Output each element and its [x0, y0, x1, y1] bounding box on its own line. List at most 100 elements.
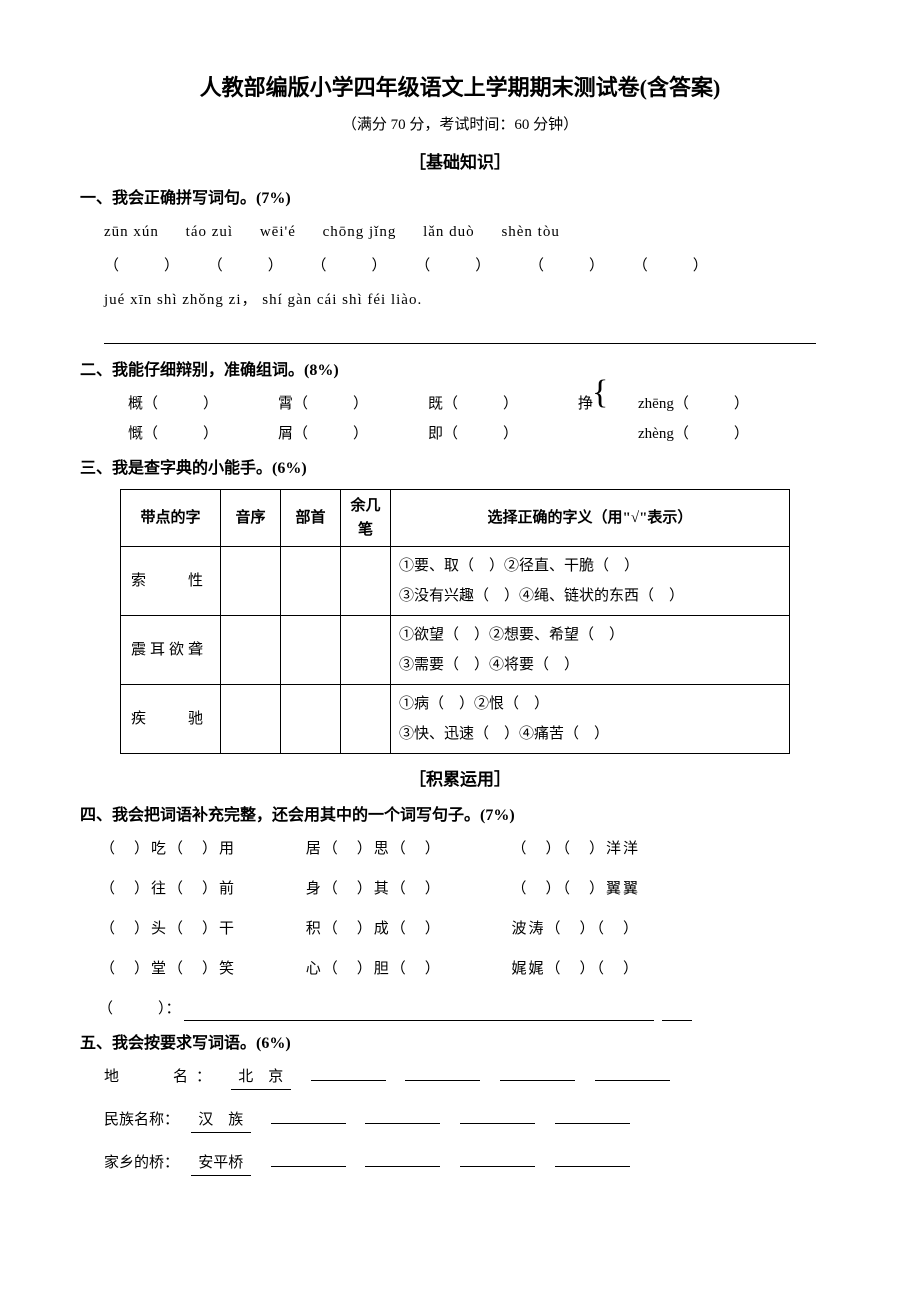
idiom[interactable]: 居（ ）思（ ）	[306, 837, 506, 861]
cell-blank[interactable]	[281, 616, 341, 685]
document-title: 人教部编版小学四年级语文上学期期末测试卷(含答案)	[80, 70, 840, 105]
q1-title: 一、我会正确拼写词句。(7%)	[80, 186, 840, 212]
idiom-row-2: （ ）往（ ）前 身（ ）其（ ） （ ）（ ）翼翼	[100, 877, 840, 901]
q1-answer-line[interactable]	[104, 326, 816, 344]
q5-example-2: 汉 族	[191, 1108, 251, 1133]
blank-input[interactable]	[500, 1065, 575, 1081]
q2-zheng-char: 挣	[578, 396, 593, 412]
paren-close: ）	[353, 426, 368, 442]
q2-row-1: 概（ ） 霄（ ） 既（ ） 挣 { zhēng（ ）	[128, 392, 840, 416]
q5-label-1: 地 名：	[104, 1065, 219, 1089]
q1-paren-row: （ ） （ ） （ ） （ ） （ ） （ ）	[104, 254, 840, 278]
th-word: 带点的字	[121, 490, 221, 547]
blank-input[interactable]	[365, 1108, 440, 1124]
blank-input[interactable]	[555, 1151, 630, 1167]
paren-close: ）	[503, 396, 518, 412]
q3-title: 三、我是查字典的小能手。(6%)	[80, 456, 840, 482]
idiom-row-1: （ ）吃（ ）用 居（ ）思（ ） （ ）（ ）洋洋	[100, 837, 840, 861]
q2-char-ji1: 既（	[428, 396, 458, 412]
idiom[interactable]: 积（ ）成（ ）	[306, 917, 506, 941]
idiom[interactable]: 心（ ）胆（ ）	[306, 957, 506, 981]
th-meaning: 选择正确的字义（用"√"表示）	[391, 490, 790, 547]
cell-blank[interactable]	[221, 685, 281, 754]
idiom[interactable]: （ ）往（ ）前	[100, 877, 300, 901]
cell-blank[interactable]	[341, 616, 391, 685]
idiom[interactable]: （ ）（ ）翼翼	[512, 877, 641, 901]
cell-word-1: 索 性	[121, 547, 221, 616]
idiom-row-4: （ ）堂（ ）笑 心（ ）胆（ ） 娓娓（ ）（ ）	[100, 957, 840, 981]
blank-input[interactable]	[271, 1151, 346, 1167]
sentence-prefix: （ ）：	[98, 1001, 181, 1017]
table-header-row: 带点的字 音序 部首 余几笔 选择正确的字义（用"√"表示）	[121, 490, 790, 547]
idiom[interactable]: （ ）堂（ ）笑	[100, 957, 300, 981]
pinyin-1: zūn xún	[104, 224, 159, 240]
cell-blank[interactable]	[281, 547, 341, 616]
table-row: 震耳欲聋 ①欲望（ ）②想要、希望（ ）③需要（ ）④将要（ ）	[121, 616, 790, 685]
q1-pinyin-row: zūn xún táo zuì wēi'é chōng jǐng lǎn duò…	[104, 220, 840, 244]
table-row: 疾 驰 ①病（ ）②恨（ ）③快、迅速（ ）④痛苦（ ）	[121, 685, 790, 754]
pinyin-2: táo zuì	[186, 224, 233, 240]
cell-blank[interactable]	[281, 685, 341, 754]
q1-sentence-pinyin: jué xīn shì zhǒng zi， shí gàn cái shì fé…	[104, 288, 840, 312]
table-row: 索 性 ①要、取（ ）②径直、干脆（ ）③没有兴趣（ ）④绳、链状的东西（ ）	[121, 547, 790, 616]
blank-input[interactable]	[271, 1108, 346, 1124]
q5-label-3: 家乡的桥：	[104, 1155, 179, 1171]
q2-char-xie: 屑（	[278, 426, 308, 442]
q5-example-1: 北 京	[231, 1065, 291, 1090]
q5-title: 五、我会按要求写词语。(6%)	[80, 1031, 840, 1057]
idiom[interactable]: （ ）（ ）洋洋	[512, 837, 641, 861]
dictionary-table: 带点的字 音序 部首 余几笔 选择正确的字义（用"√"表示） 索 性 ①要、取（…	[120, 489, 790, 754]
cell-word-3: 疾 驰	[121, 685, 221, 754]
idiom-row-3: （ ）头（ ）干 积（ ）成（ ） 波涛（ ）（ ）	[100, 917, 840, 941]
brace-icon: {	[592, 376, 608, 410]
th-bushou: 部首	[281, 490, 341, 547]
blank-input[interactable]	[595, 1065, 670, 1081]
paren-close: ）	[734, 426, 749, 442]
q2-zheng1: zhēng（	[638, 396, 689, 412]
cell-word-2: 震耳欲聋	[121, 616, 221, 685]
cell-meaning-2[interactable]: ①欲望（ ）②想要、希望（ ）③需要（ ）④将要（ ）	[391, 616, 790, 685]
q2-char-kai: 慨（	[128, 426, 158, 442]
paren-close: ）	[203, 426, 218, 442]
q2-zheng2: zhèng（	[638, 426, 689, 442]
idiom[interactable]: 娓娓（ ）（ ）	[512, 957, 641, 981]
blank-input[interactable]	[365, 1151, 440, 1167]
q4-sentence[interactable]: （ ）：	[98, 997, 840, 1021]
paren-close: ）	[353, 396, 368, 412]
idiom[interactable]: （ ）吃（ ）用	[100, 837, 300, 861]
blank-input[interactable]	[460, 1108, 535, 1124]
paren-close: ）	[503, 426, 518, 442]
pinyin-6: shèn tòu	[501, 224, 559, 240]
q2-char-xiao1: 霄（	[278, 396, 308, 412]
q5-row-2: 民族名称： 汉 族	[104, 1108, 840, 1133]
idiom[interactable]: （ ）头（ ）干	[100, 917, 300, 941]
cell-blank[interactable]	[221, 547, 281, 616]
q4-title: 四、我会把词语补充完整，还会用其中的一个词写句子。(7%)	[80, 803, 840, 829]
cell-blank[interactable]	[341, 685, 391, 754]
q5-example-3: 安平桥	[191, 1151, 251, 1176]
pinyin-3: wēi'é	[260, 224, 296, 240]
q2-char-gai1: 概（	[128, 396, 158, 412]
idiom[interactable]: 身（ ）其（ ）	[306, 877, 506, 901]
idiom[interactable]: 波涛（ ）（ ）	[512, 917, 641, 941]
blank-input[interactable]	[405, 1065, 480, 1081]
blank-input[interactable]	[555, 1108, 630, 1124]
blank-input[interactable]	[311, 1065, 386, 1081]
q5-row-3: 家乡的桥： 安平桥	[104, 1151, 840, 1176]
paren-close: ）	[203, 396, 218, 412]
section-header-1: ［基础知识］	[80, 149, 840, 176]
q5-label-2: 民族名称：	[104, 1112, 179, 1128]
cell-blank[interactable]	[341, 547, 391, 616]
cell-meaning-3[interactable]: ①病（ ）②恨（ ）③快、迅速（ ）④痛苦（ ）	[391, 685, 790, 754]
cell-meaning-1[interactable]: ①要、取（ ）②径直、干脆（ ）③没有兴趣（ ）④绳、链状的东西（ ）	[391, 547, 790, 616]
section-header-2: ［积累运用］	[80, 766, 840, 793]
blank-input[interactable]	[460, 1151, 535, 1167]
pinyin-5: lǎn duò	[423, 224, 475, 240]
th-yubi: 余几笔	[341, 490, 391, 547]
q2-title: 二、我能仔细辩别，准确组词。(8%)	[80, 358, 840, 384]
pinyin-4: chōng jǐng	[323, 224, 397, 240]
q2-char-ji2: 即（	[428, 426, 458, 442]
cell-blank[interactable]	[221, 616, 281, 685]
q2-row-2: 慨（ ） 屑（ ） 即（ ） zhèng（ ）	[128, 422, 840, 446]
document-subtitle: （满分 70 分，考试时间：60 分钟）	[80, 113, 840, 137]
